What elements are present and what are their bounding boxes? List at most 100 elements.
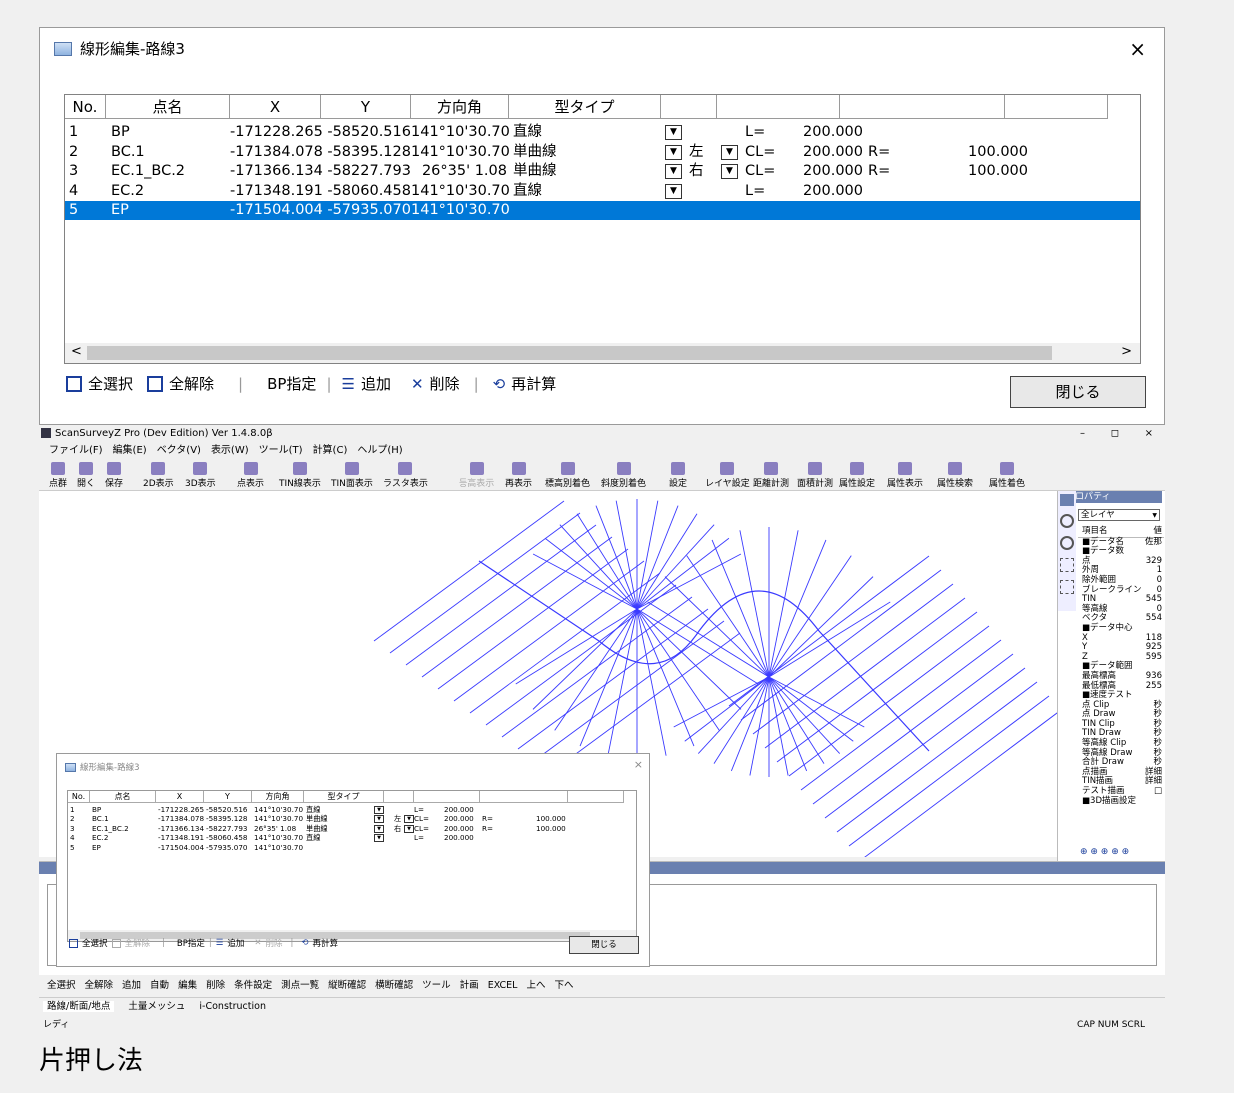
side-dropdown-icon[interactable]: ▼ <box>721 164 738 180</box>
toolbar-button-1[interactable]: 開く <box>77 462 95 489</box>
col-no[interactable]: No. <box>65 95 106 119</box>
toolbar-button-2[interactable]: 保存 <box>105 462 123 489</box>
type-dropdown-icon[interactable]: ▼ <box>665 125 682 140</box>
home-icon[interactable] <box>1060 494 1074 506</box>
s-bp-button[interactable]: BP指定 <box>176 939 205 949</box>
col-type[interactable]: 型タイプ <box>509 95 661 119</box>
toolbar-button-0[interactable]: 点群 <box>49 462 67 489</box>
delete-button[interactable]: 削除 <box>429 375 460 393</box>
s-col-name[interactable]: 点名 <box>90 791 156 803</box>
toolbar-button-18[interactable]: 属性表示 <box>887 462 923 489</box>
prop-row[interactable]: 等高線 0 <box>1078 604 1164 615</box>
menu-item-3[interactable]: 表示(W) <box>210 445 249 456</box>
toolbar-button-4[interactable]: 3D表示 <box>185 462 216 489</box>
menu-item-0[interactable]: ファイル(F) <box>49 445 103 456</box>
prop-row[interactable]: ブレークライン 0 <box>1078 585 1164 596</box>
s-delete-button[interactable]: 削除 <box>265 939 283 949</box>
prop-row[interactable]: ■データ数 <box>1078 547 1164 557</box>
toolbar-button-5[interactable]: 点表示 <box>237 462 264 489</box>
prop-row[interactable]: ■データ範囲 <box>1078 662 1164 672</box>
prop-row[interactable]: テスト描画 □ <box>1078 786 1164 797</box>
bottom-tool-1[interactable]: 全解除 <box>84 980 114 991</box>
prop-row[interactable]: 等高線 Draw 秒 <box>1078 748 1164 759</box>
prop-row[interactable]: 点描画 詳細 <box>1078 767 1164 778</box>
prop-row[interactable]: TIN Draw 秒 <box>1078 729 1164 739</box>
toolbar-button-9[interactable]: 등高表示 <box>459 462 494 489</box>
s-col-side[interactable] <box>384 791 414 803</box>
bp-button[interactable]: BP指定 <box>267 375 317 393</box>
cell-side[interactable] <box>689 201 709 220</box>
prop-row[interactable]: TIN Clip 秒 <box>1078 719 1164 730</box>
alignment-grid[interactable]: No. 点名 X Y 方向角 型タイプ 1 BP -171228.265 -58520… <box>64 94 1141 364</box>
menu-item-2[interactable]: ベクタ(V) <box>156 445 201 456</box>
table-row[interactable]: 2 BC.1 -171384.078 -58395.128 141°10'30.70 単曲… <box>65 143 1140 162</box>
app-close-button[interactable]: × <box>1144 428 1153 439</box>
col-x[interactable]: X <box>230 95 321 119</box>
prop-row[interactable]: Z 595 <box>1078 652 1164 663</box>
prop-row[interactable]: 最低標高 255 <box>1078 681 1164 692</box>
s-side-dropdown-icon[interactable]: ▼ <box>404 815 414 824</box>
small-scroll-thumb[interactable] <box>80 932 590 939</box>
menu-item-6[interactable]: ヘルプ(H) <box>357 445 403 456</box>
s-type-dropdown-icon[interactable]: ▼ <box>374 834 384 843</box>
prop-row[interactable]: 合計 Draw 秒 <box>1078 758 1164 768</box>
prop-row[interactable]: ベクタ 554 <box>1078 614 1164 624</box>
prop-row[interactable]: ■速度テスト <box>1078 690 1164 701</box>
col-radius[interactable] <box>840 95 1005 119</box>
s-col-direction[interactable]: 方向角 <box>252 791 304 803</box>
bottom-tool-14[interactable]: 下へ <box>554 980 574 991</box>
table-row[interactable]: 1 BP -171228.265 -58520.516 141°10'30.70 直線 L=… <box>65 123 1140 142</box>
table-row[interactable]: 1 BP -171228.265 -58520.516 141°10'30.70 直線 L=… <box>68 805 636 814</box>
maximize-button[interactable]: ◻ <box>1110 428 1119 439</box>
recalc-button[interactable]: 再計算 <box>511 375 557 393</box>
pane-tabs[interactable]: ⊕ ⊕ ⊕ ⊕ ⊕ <box>1080 847 1130 857</box>
close-button[interactable]: 閉じる <box>1010 376 1146 408</box>
table-row[interactable]: 4 EC.2 -171348.191 -58060.458 141°10'30.70 直線… <box>65 182 1140 201</box>
menu-item-1[interactable]: 編集(E) <box>112 445 147 456</box>
small-hscroll[interactable] <box>68 930 636 941</box>
s-select-all-button[interactable]: 全選択 <box>82 939 108 949</box>
toolbar-button-3[interactable]: 2D表示 <box>143 462 174 489</box>
cell-side[interactable] <box>689 123 709 142</box>
bottom-tool-12[interactable]: EXCEL <box>487 980 518 991</box>
toolbar-button-20[interactable]: 属性着色 <box>989 462 1025 489</box>
toolbar-button-6[interactable]: TIN線表示 <box>279 462 321 489</box>
s-recalc-button[interactable]: 再計算 <box>312 939 339 949</box>
cell-type[interactable]: 直線 <box>513 124 542 140</box>
toolbar-button-19[interactable]: 属性検索 <box>937 462 973 489</box>
bottom-tool-3[interactable]: 自動 <box>150 980 170 991</box>
bottom-tool-11[interactable]: 計画 <box>459 980 479 991</box>
scroll-left-icon[interactable]: < <box>71 344 82 359</box>
s-col-param[interactable] <box>414 791 480 803</box>
cell-type[interactable]: 直線 <box>513 182 542 199</box>
menu-item-5[interactable]: 計算(C) <box>312 445 348 456</box>
col-name[interactable]: 点名 <box>106 95 230 119</box>
prop-row[interactable]: 除外範囲 0 <box>1078 575 1164 586</box>
prop-row[interactable]: 等高線 Clip 秒 <box>1078 738 1164 749</box>
toolbar-button-8[interactable]: ラスタ表示 <box>383 462 428 489</box>
toolbar-button-17[interactable]: 属性設定 <box>839 462 875 489</box>
small-alignment-grid[interactable]: No. 点名 X Y 方向角 型タイプ 1 BP -171228.265 -58520… <box>67 790 637 942</box>
scroll-right-icon[interactable]: > <box>1121 344 1132 359</box>
zoom-in-icon[interactable] <box>1060 514 1074 528</box>
prop-row[interactable]: TIN 545 <box>1078 595 1164 605</box>
s-type-dropdown-icon[interactable]: ▼ <box>374 806 384 814</box>
prop-row[interactable]: ■データ中心 <box>1078 623 1164 634</box>
type-dropdown-icon[interactable]: ▼ <box>665 164 682 180</box>
select-all-button[interactable]: 全選択 <box>88 375 134 393</box>
table-row[interactable]: 2 BC.1 -171384.078 -58395.128 141°10'30.70 単曲… <box>68 814 636 824</box>
bottom-tool-6[interactable]: 条件設定 <box>234 980 273 991</box>
toolbar-button-16[interactable]: 面積計測 <box>797 462 833 489</box>
s-deselect-all-button[interactable]: 全解除 <box>124 939 151 949</box>
prop-row[interactable]: 点 Draw 秒 <box>1078 710 1164 720</box>
s-col-x[interactable]: X <box>156 791 204 803</box>
minimize-button[interactable]: – <box>1080 428 1085 439</box>
toolbar-button-7[interactable]: TIN面表示 <box>331 462 373 489</box>
prop-row[interactable]: 点 Clip 秒 <box>1078 700 1164 711</box>
cell-side[interactable] <box>689 182 709 201</box>
prop-row[interactable]: 最高標高 936 <box>1078 671 1164 682</box>
bottom-tool-9[interactable]: 横断確認 <box>375 980 414 991</box>
toolbar-button-14[interactable]: レイヤ設定 <box>705 462 750 489</box>
scroll-thumb[interactable] <box>87 346 1052 360</box>
bottom-tool-13[interactable]: 上へ <box>526 980 546 991</box>
